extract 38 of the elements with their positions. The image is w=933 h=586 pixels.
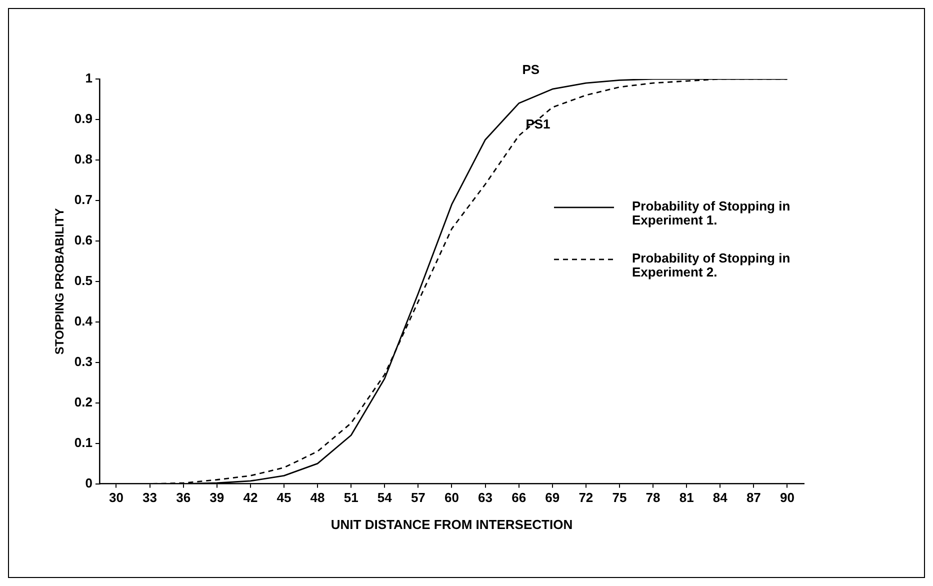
x-tick-label: 63 (478, 490, 493, 506)
x-tick-label: 84 (712, 490, 728, 506)
text: PS (522, 62, 540, 78)
x-tick-label: 81 (679, 490, 694, 506)
y-tick-label: 1 (85, 70, 92, 86)
x-tick-label: 66 (512, 490, 526, 506)
y-tick-label: 0.7 (74, 192, 92, 208)
x-tick-label: 45 (276, 490, 292, 506)
x-tick-label: 33 (142, 490, 158, 506)
x-tick-label: 60 (444, 490, 459, 506)
x-tick-label: 54 (377, 490, 393, 506)
y-tick-label: 0 (85, 475, 92, 490)
x-tick-label: 39 (210, 490, 224, 506)
x-tick-label: 75 (612, 490, 627, 506)
x-tick-label: 30 (109, 490, 124, 506)
x-tick-label: 36 (176, 490, 191, 506)
y-tick-label: 0.9 (74, 111, 92, 126)
y-axis-title: STOPPING PROBABILITY (52, 208, 67, 355)
x-tick-label: 78 (646, 490, 660, 506)
y-tick-label: 0.2 (74, 394, 92, 410)
x-tick-label: 69 (545, 490, 560, 506)
x-tick-label: 51 (344, 490, 358, 506)
legend-label: Probability of Stopping in Experiment 1. (632, 198, 790, 228)
x-tick-label: 57 (410, 490, 426, 506)
x-tick-label: 87 (746, 490, 761, 506)
x-tick-label: 72 (578, 490, 594, 506)
x-axis-title: UNIT DISTANCE FROM INTERSECTION (330, 516, 573, 532)
y-tick-label: 0.8 (74, 152, 92, 167)
y-tick-label: 0.5 (74, 272, 92, 288)
legend-label: Probability of Stopping in Experiment 2. (632, 250, 790, 280)
y-tick-label: 0.1 (74, 434, 92, 450)
y-tick-label: 0.3 (74, 354, 92, 369)
y-tick-label: 0.4 (74, 313, 94, 328)
annotation: PS1 (526, 116, 550, 132)
x-tick-label: 90 (780, 490, 794, 506)
x-tick-label: 42 (243, 490, 258, 506)
y-tick-label: 0.6 (74, 232, 92, 248)
x-tick-label: 48 (310, 490, 325, 506)
